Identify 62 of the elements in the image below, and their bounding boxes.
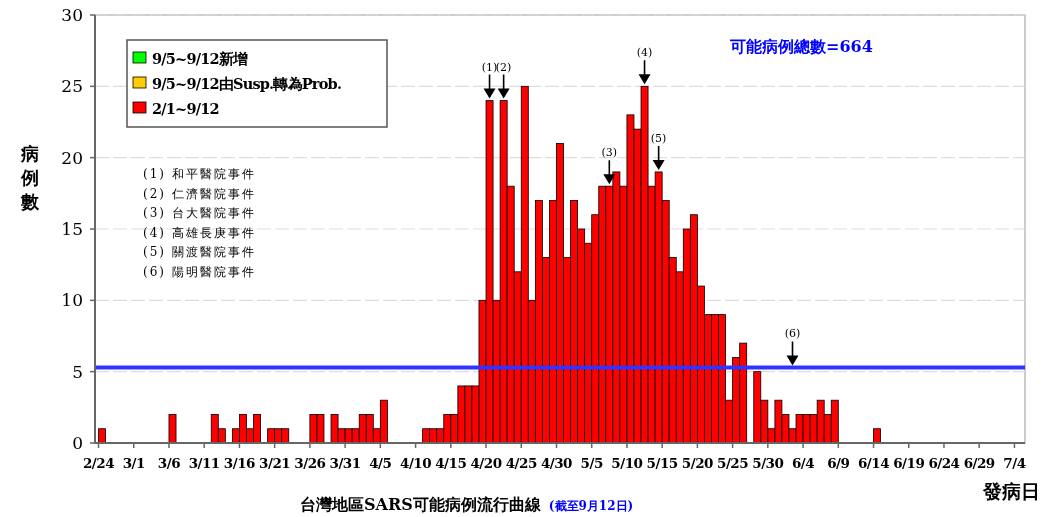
x-tick-label: 5/5	[580, 455, 603, 471]
arrow: (2)	[495, 60, 512, 99]
x-tick-label: 4/10	[400, 455, 432, 471]
annotation: (1)	[481, 60, 498, 74]
bar	[168, 414, 177, 444]
x-tick-label: 6/4	[791, 455, 815, 471]
annotation: (2)	[495, 60, 512, 74]
x-tick-label: 3/26	[294, 455, 326, 471]
annotation: (3) 台大醫院事件	[143, 206, 256, 220]
x-tick-label: 6/9	[827, 455, 850, 471]
x-tick-label: 5/25	[717, 455, 749, 471]
x-tick-label: 3/1	[122, 455, 145, 471]
y-tick-label: 0	[72, 433, 83, 453]
x-tick-label: 3/31	[329, 455, 361, 471]
annotation: 可能病例總數=664	[729, 37, 873, 56]
arrow: (1)	[481, 60, 498, 99]
x-tick-label: 3/21	[259, 455, 291, 471]
arrow: (4)	[636, 46, 653, 85]
y-tick-label: 30	[61, 5, 83, 25]
arrow: (3)	[601, 146, 618, 185]
x-tick-label: 4/25	[505, 455, 537, 471]
x-tick-label: 5/30	[752, 455, 784, 471]
x-tick-label: 4/5	[369, 455, 392, 471]
x-tick-label: 3/6	[157, 455, 181, 471]
x-tick-label: 5/20	[681, 455, 714, 471]
legend-label: 9/5~9/12新增	[152, 50, 248, 67]
x-tick-label: 2/24	[82, 455, 115, 471]
x-tick-label: 4/15	[435, 455, 467, 471]
x-tick-label: 7/4	[1003, 455, 1026, 471]
y-tick-label: 20	[61, 147, 83, 168]
x-tick-label: 4/30	[540, 455, 573, 471]
annotation: (2) 仁濟醫院事件	[143, 186, 256, 201]
y-tick-label: 10	[61, 290, 83, 311]
text: (截至9月12日)	[548, 499, 634, 513]
bar	[873, 428, 881, 444]
x-tick-label: 6/29	[963, 455, 995, 471]
text: 台灣地區SARS可能病例流行曲線	[300, 495, 542, 514]
x-tick-label: 3/16	[223, 455, 256, 471]
annotation: (5) 關渡醫院事件	[143, 245, 256, 259]
x-tick-label: 5/10	[611, 455, 643, 471]
annotation: (1) 和平醫院事件	[143, 167, 256, 181]
x-tick-label: 6/19	[893, 455, 925, 471]
x-tick-label: 5/15	[646, 455, 678, 471]
legend-label: 2/1~9/12	[152, 100, 219, 117]
x-axis-title: 發病日	[982, 480, 1040, 502]
legend-label: 9/5~9/12由Susp.轉為Prob.	[152, 75, 342, 92]
annotation: (5)	[650, 131, 667, 145]
annotation: (6) 陽明醫院事件	[143, 264, 256, 279]
annotation: (4)	[636, 46, 653, 60]
arrow: (6)	[784, 327, 801, 366]
annotation: (3)	[601, 146, 618, 160]
annotation: (6)	[784, 327, 801, 341]
annotation: (4) 高雄長庚事件	[143, 225, 256, 240]
x-tick-label: 6/24	[928, 455, 960, 471]
x-tick-label: 3/11	[188, 455, 220, 471]
arrow: (5)	[650, 131, 667, 170]
y-tick-label: 5	[72, 361, 83, 382]
y-axis-title: 病例數	[20, 143, 40, 212]
x-tick-label: 6/14	[857, 455, 890, 471]
y-tick-label: 15	[61, 219, 83, 239]
x-tick-label: 4/20	[470, 455, 502, 471]
y-tick-label: 25	[61, 76, 83, 97]
